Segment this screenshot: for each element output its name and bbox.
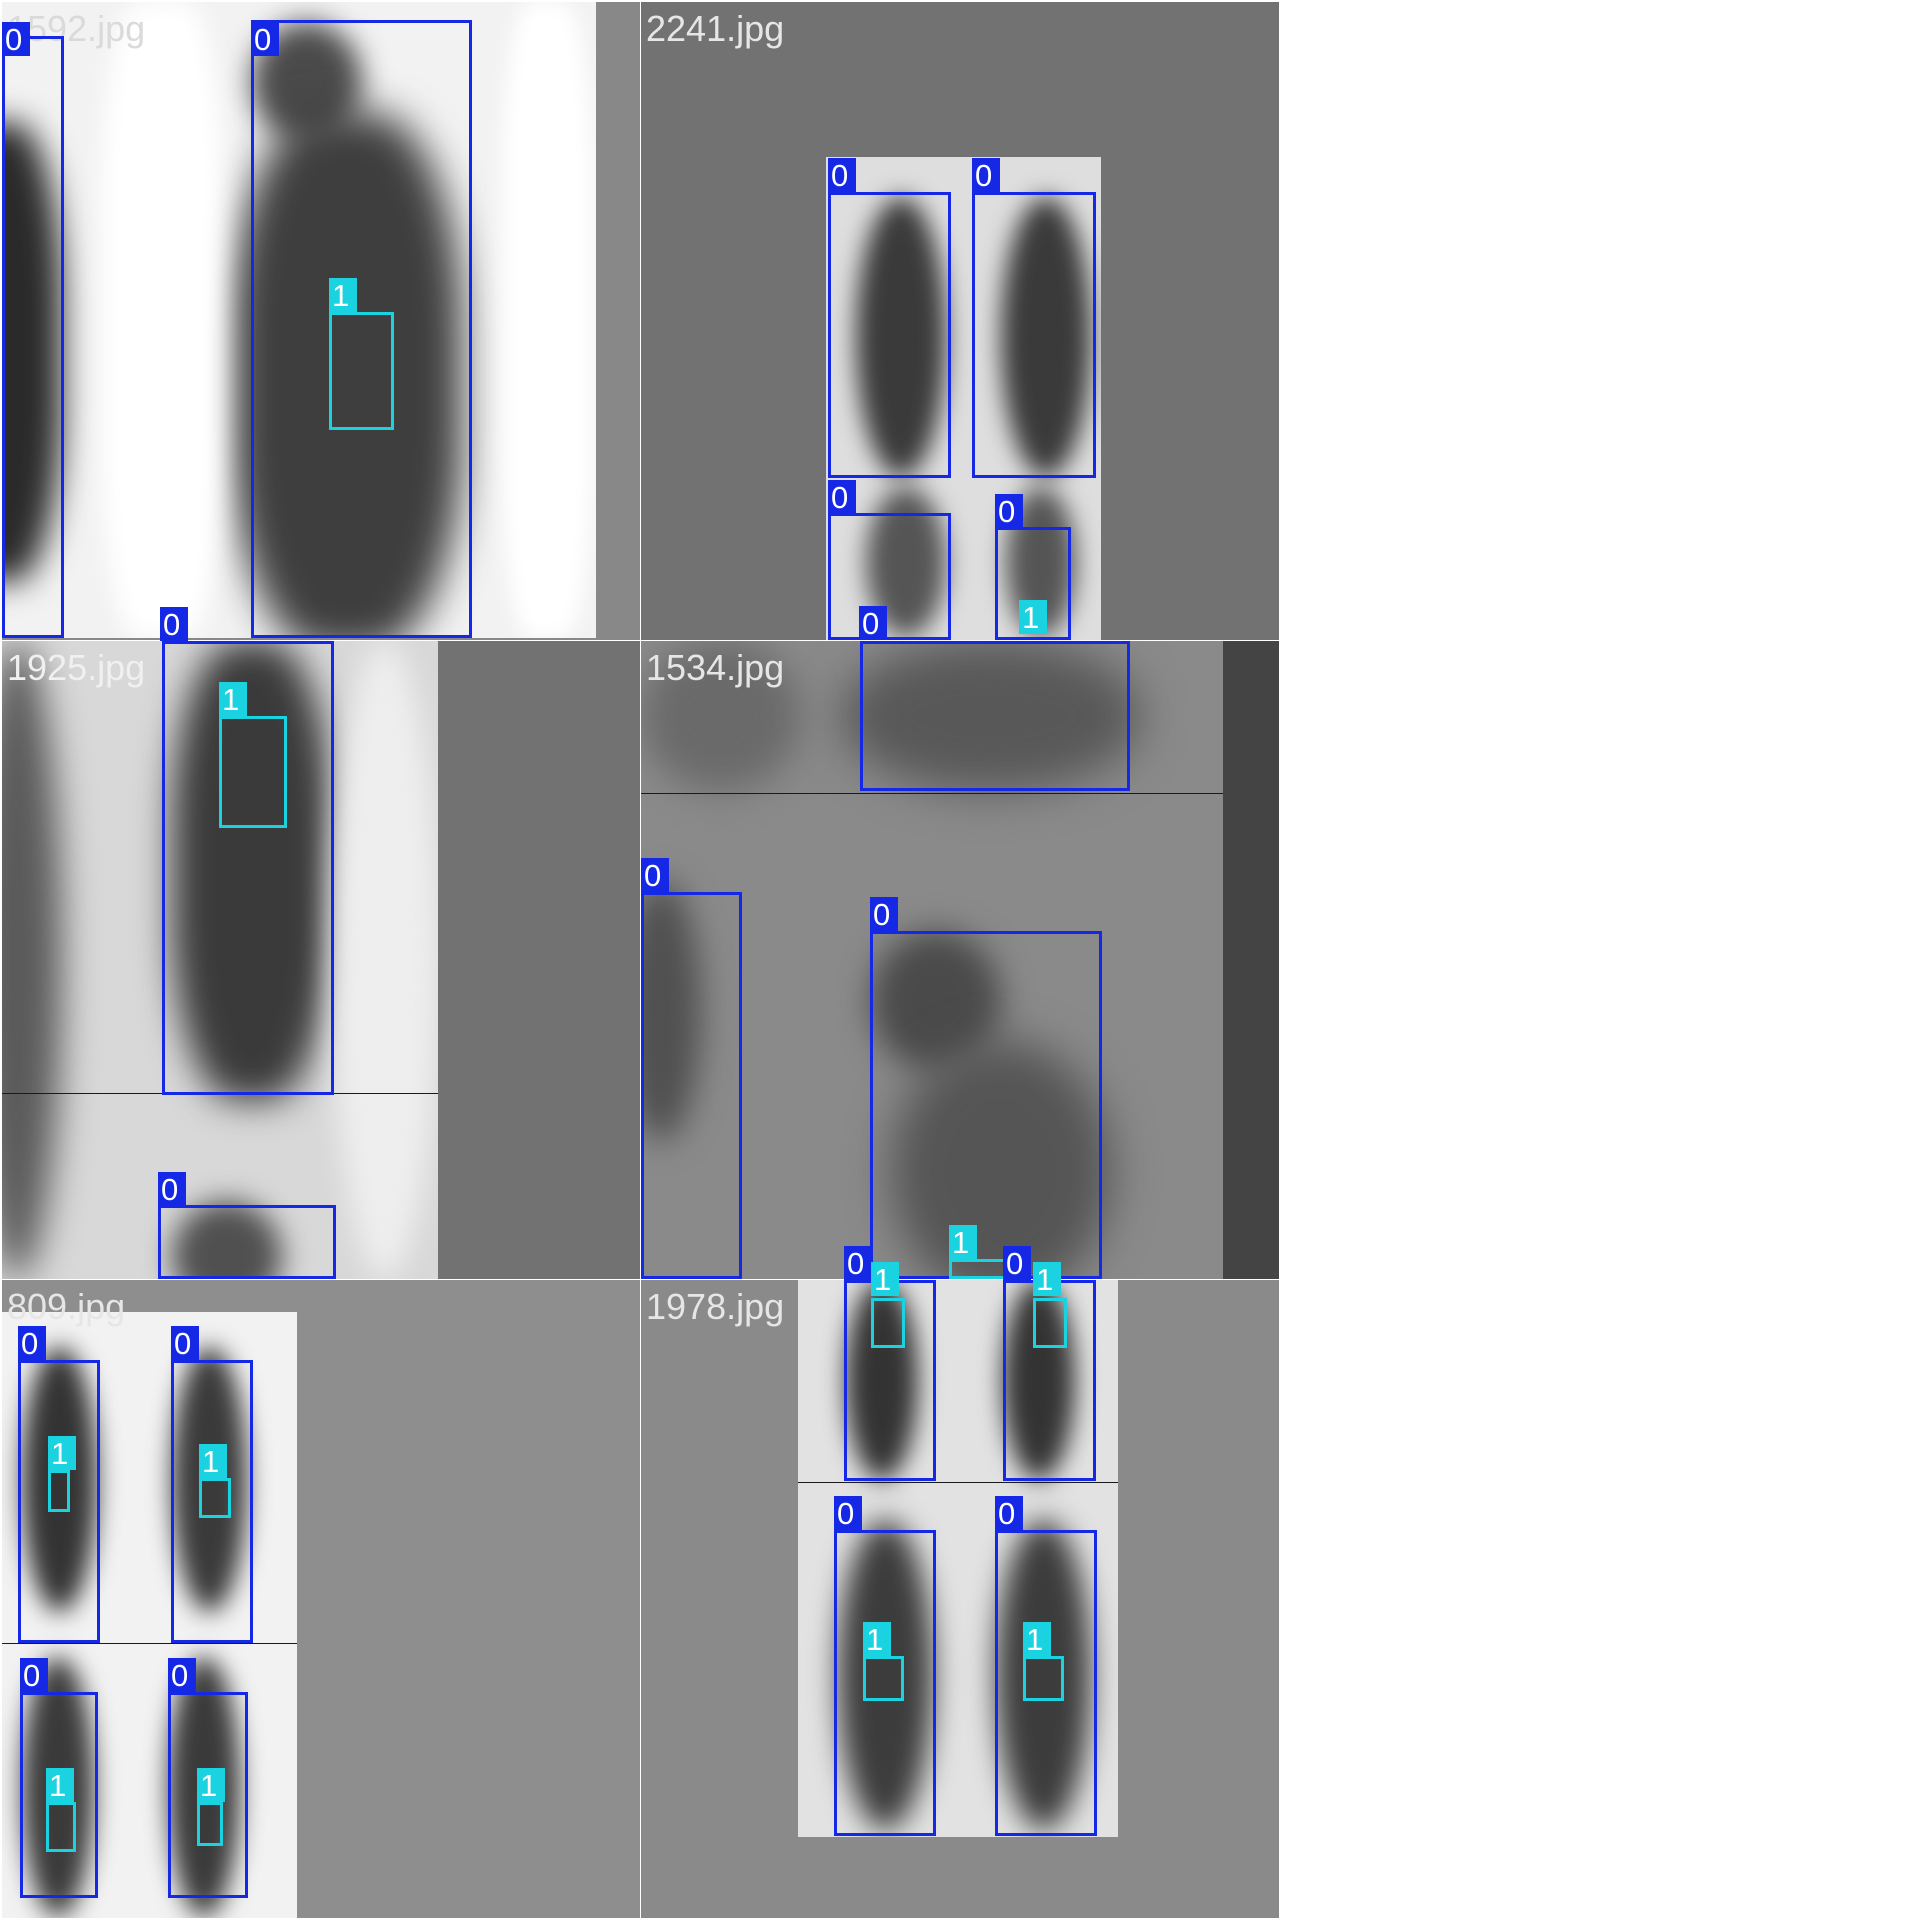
scan-image [2, 1312, 297, 1918]
detection-box-class-1 [949, 1259, 1009, 1279]
detection-label-class-0: 0 [972, 158, 1000, 193]
detection-box-class-0 [641, 892, 742, 1279]
detection-label-class-1: 1 [1019, 600, 1047, 635]
detection-box-class-0 [995, 1530, 1097, 1836]
detection-label-class-0: 0 [18, 1326, 46, 1361]
tile-1925: 1925.jpg 1 0 [2, 641, 640, 1279]
detection-label-class-1: 1 [329, 278, 357, 313]
tile-1534: 1534.jpg 0 0 1 [641, 641, 1279, 1279]
detection-label-class-0: 0 [834, 1496, 862, 1531]
detection-box-class-0 [171, 1360, 253, 1643]
detection-label-class-0: 0 [2, 22, 30, 57]
detection-label-class-0: 0 [158, 1172, 186, 1207]
tile-filename: 1534.jpg [646, 647, 785, 688]
detection-label-class-1: 1 [46, 1768, 74, 1803]
detection-box-class-1 [46, 1802, 76, 1852]
tile-filename: 1925.jpg [7, 647, 146, 688]
detection-box-class-1 [863, 1656, 904, 1701]
detection-box-class-0 [995, 527, 1071, 640]
detection-label-class-1: 1 [863, 1622, 891, 1657]
detection-label-class-1: 1 [1023, 1622, 1051, 1657]
tile-filename: 2241.jpg [646, 8, 785, 49]
tile-filename: 1978.jpg [646, 1286, 785, 1327]
detection-label-class-0: 0 [995, 1496, 1023, 1531]
detection-label-class-0: 0 [870, 897, 898, 932]
detection-box-class-0 [860, 641, 1130, 791]
tile-seam [2, 1643, 297, 1644]
detection-label-class-1: 1 [219, 682, 247, 717]
detection-label-class-0: 0 [641, 858, 669, 893]
detection-box-class-0 [2, 36, 64, 638]
tile-filename: 809.jpg [7, 1286, 126, 1327]
detection-box-class-0 [20, 1692, 98, 1898]
detection-label-class-0: 0 [251, 22, 279, 57]
detection-box-class-0 [828, 192, 951, 478]
detection-label-class-1: 1 [197, 1768, 225, 1803]
scan-image [2, 2, 596, 638]
detection-label-class-1: 1 [949, 1225, 977, 1260]
scan-image [641, 641, 1223, 1279]
detection-label-class-0: 0 [995, 494, 1023, 529]
tile-seam [798, 1482, 1118, 1483]
detection-label-class-0: 0 [168, 1658, 196, 1693]
detection-mosaic: 1592.jpg 0 0 1 2241.jpg 0 0 0 0 0 1 [0, 0, 1280, 1920]
detection-box-class-0 [162, 641, 334, 1095]
tile-809: 809.jpg 0 1 0 1 0 1 0 1 [2, 1280, 640, 1918]
detection-box-class-1 [199, 1478, 231, 1518]
tile-1978: 1978.jpg 0 1 0 1 [641, 1280, 1279, 1918]
detection-box-class-1 [871, 1298, 905, 1348]
detection-label-class-0: 0 [828, 480, 856, 515]
detection-box-class-1 [48, 1470, 70, 1512]
detection-label-class-1: 1 [1033, 1262, 1061, 1297]
tile-seam [641, 793, 1223, 794]
detection-box-class-1 [329, 312, 394, 430]
detection-label-class-0: 0 [160, 607, 188, 642]
detection-box-class-0 [168, 1692, 248, 1898]
detection-box-class-0 [834, 1530, 936, 1836]
tile-1592: 1592.jpg 0 0 1 [2, 2, 640, 640]
detection-box-class-0 [251, 20, 472, 638]
detection-box-class-0 [828, 513, 951, 640]
detection-label-class-0: 0 [844, 1246, 872, 1281]
detection-box-class-1 [197, 1802, 223, 1846]
detection-label-class-0: 0 [828, 158, 856, 193]
tile-2241: 2241.jpg 0 0 0 0 0 1 [641, 2, 1279, 640]
tile-filename: 1592.jpg [7, 8, 146, 49]
detection-label-class-0: 0 [171, 1326, 199, 1361]
detection-box-class-1 [219, 716, 287, 828]
scan-image [798, 1280, 1118, 1837]
detection-label-class-0: 0 [1003, 1246, 1031, 1281]
detection-box-class-0 [870, 931, 1102, 1279]
detection-label-class-1: 1 [48, 1436, 76, 1471]
detection-label-class-0: 0 [20, 1658, 48, 1693]
detection-box-class-0 [158, 1205, 336, 1279]
detection-box-class-1 [1023, 1656, 1064, 1701]
detection-label-class-0: 0 [859, 606, 887, 640]
scan-image [826, 157, 1101, 640]
detection-label-class-1: 1 [199, 1444, 227, 1479]
detection-box-class-0 [972, 192, 1096, 478]
detection-label-class-1: 1 [871, 1262, 899, 1297]
detection-box-class-1 [1033, 1298, 1067, 1348]
detection-box-class-0 [18, 1360, 100, 1643]
